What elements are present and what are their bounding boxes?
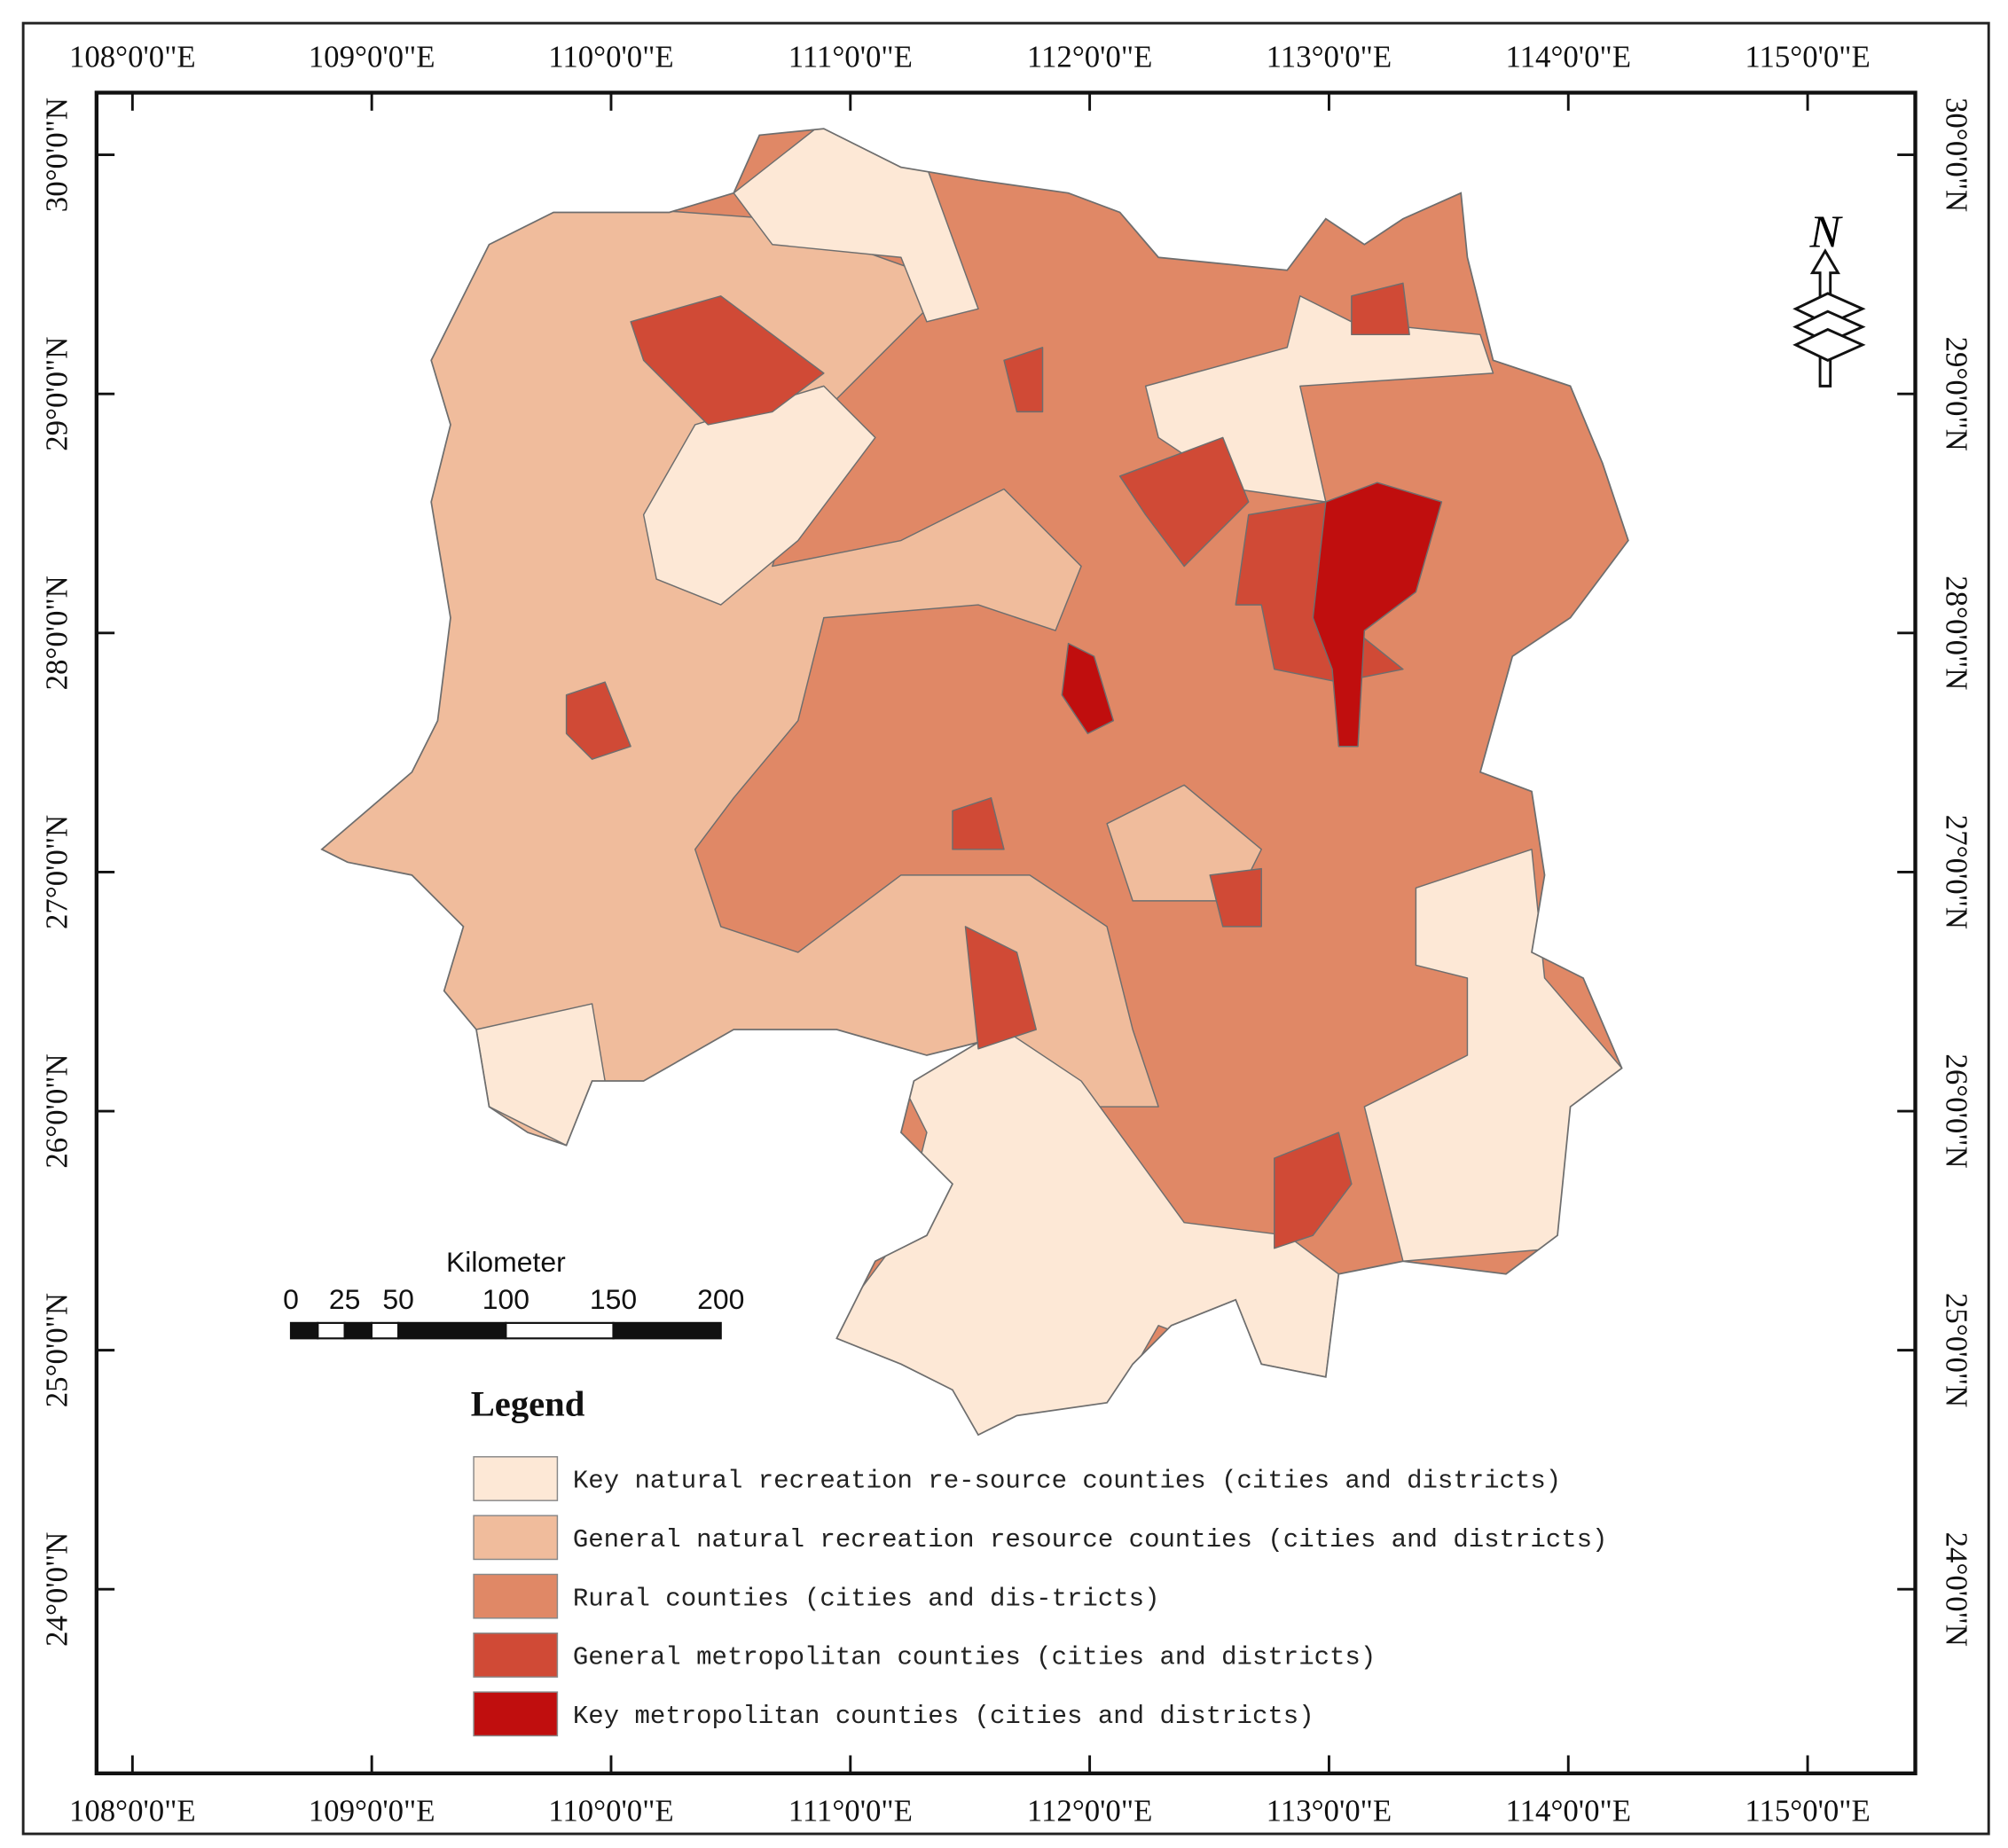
- scale-label: 25: [329, 1283, 361, 1315]
- lat-label: 30°0'0"N: [39, 98, 74, 212]
- lon-label: 112°0'0"E: [1027, 39, 1152, 74]
- scale-segment: [370, 1321, 400, 1340]
- legend-label: Key natural recreation re-source countie…: [573, 1467, 1561, 1496]
- scale-title: Kilometer: [446, 1246, 566, 1278]
- scale-label: 0: [283, 1283, 299, 1315]
- lat-label: 29°0'0"N: [1939, 337, 1973, 451]
- lon-label: 114°0'0"E: [1506, 1794, 1631, 1828]
- legend-label: Rural counties (cities and dis-tricts): [573, 1584, 1160, 1613]
- metro-region: [1118, 436, 1250, 568]
- scale-segment: [612, 1321, 722, 1340]
- metro-region: [964, 926, 1038, 1050]
- metro-region: [565, 681, 631, 760]
- legend-swatch: [473, 1456, 559, 1501]
- lon-label: 112°0'0"E: [1027, 1794, 1152, 1828]
- lat-label: 25°0'0"N: [1939, 1293, 1973, 1407]
- scale-label: 50: [382, 1283, 414, 1315]
- lat-label: 26°0'0"N: [39, 1053, 74, 1168]
- north-arrow-icon: [1792, 248, 1866, 388]
- metro-region: [952, 797, 1005, 850]
- lat-label: 28°0'0"N: [39, 576, 74, 690]
- lon-label: 115°0'0"E: [1745, 39, 1870, 74]
- lat-label: 27°0'0"N: [1939, 815, 1973, 929]
- lat-label: 24°0'0"N: [1939, 1532, 1973, 1647]
- lon-label: 113°0'0"E: [1267, 1794, 1392, 1828]
- lon-label: 113°0'0"E: [1267, 39, 1392, 74]
- legend-label: General natural recreation resource coun…: [573, 1525, 1608, 1554]
- metro-region: [1003, 347, 1044, 413]
- key-metro-region: [1312, 482, 1443, 748]
- metro-region: [1351, 282, 1410, 336]
- lon-label: 111°0'0"E: [788, 39, 913, 74]
- metro-region: [1209, 867, 1262, 928]
- legend-swatch: [473, 1691, 559, 1737]
- lat-label: 25°0'0"N: [39, 1293, 74, 1407]
- legend-swatch: [473, 1633, 559, 1678]
- lon-label: 108°0'0"E: [69, 39, 196, 74]
- lon-label: 110°0'0"E: [548, 39, 673, 74]
- lon-label: 111°0'0"E: [788, 1794, 913, 1828]
- scale-segment: [505, 1321, 615, 1340]
- lon-label: 109°0'0"E: [309, 39, 435, 74]
- lon-label: 110°0'0"E: [548, 1794, 673, 1828]
- scale-segment: [289, 1321, 319, 1340]
- legend-title: Legend: [471, 1383, 585, 1423]
- lat-label: 28°0'0"N: [1939, 576, 1973, 690]
- scale-segment: [397, 1321, 507, 1340]
- lat-label: 26°0'0"N: [1939, 1053, 1973, 1168]
- lat-label: 27°0'0"N: [39, 815, 74, 929]
- legend-label: Key metropolitan counties (cities and di…: [573, 1702, 1314, 1731]
- lat-label: 30°0'0"N: [1939, 98, 1973, 212]
- north-label: N: [1808, 207, 1843, 258]
- lon-label: 108°0'0"E: [69, 1794, 196, 1828]
- scale-label: 150: [590, 1283, 637, 1315]
- lon-label: 114°0'0"E: [1506, 39, 1631, 74]
- outer-frame: [21, 21, 1990, 1836]
- lon-label: 109°0'0"E: [309, 1794, 435, 1828]
- key-metro-region: [1061, 642, 1115, 734]
- scale-segment: [317, 1321, 346, 1340]
- metro-region: [1274, 1132, 1353, 1249]
- lat-label: 29°0'0"N: [39, 337, 74, 451]
- legend-swatch: [473, 1573, 559, 1619]
- lat-label: 24°0'0"N: [39, 1532, 74, 1647]
- lon-label: 115°0'0"E: [1745, 1794, 1870, 1828]
- scale-label: 100: [482, 1283, 529, 1315]
- scale-segment: [343, 1321, 373, 1340]
- legend-label: General metropolitan counties (cities an…: [573, 1643, 1376, 1672]
- legend-swatch: [473, 1515, 559, 1561]
- metro-region: [630, 295, 825, 426]
- scale-label: 200: [697, 1283, 744, 1315]
- province-outline: [320, 128, 1629, 1437]
